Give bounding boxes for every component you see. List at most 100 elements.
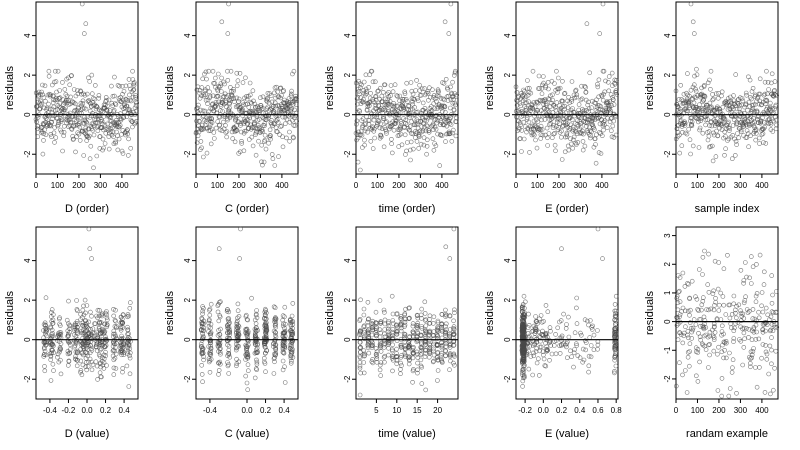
data-point xyxy=(83,350,88,355)
data-point xyxy=(268,133,274,138)
data-point xyxy=(394,108,400,113)
data-point xyxy=(68,119,74,125)
data-point xyxy=(560,79,565,84)
data-point xyxy=(715,388,721,393)
data-point xyxy=(195,105,200,111)
data-point xyxy=(384,131,389,136)
data-point xyxy=(594,116,600,121)
data-point xyxy=(366,350,372,356)
data-point xyxy=(117,83,122,89)
y-tick-label: -2 xyxy=(23,375,32,383)
data-point xyxy=(443,307,448,313)
y-tick-label: 2 xyxy=(663,261,672,266)
data-point xyxy=(262,123,267,128)
data-point xyxy=(85,91,90,97)
data-point xyxy=(723,134,728,139)
data-point xyxy=(675,134,681,139)
data-point xyxy=(104,309,109,314)
data-point xyxy=(270,156,276,161)
data-point xyxy=(231,96,237,101)
data-point xyxy=(685,328,691,334)
data-point xyxy=(693,88,699,94)
data-point xyxy=(420,128,426,134)
data-point xyxy=(57,347,63,353)
data-point xyxy=(718,317,724,322)
data-point xyxy=(763,305,769,311)
y-axis-label: residuals xyxy=(4,290,16,335)
data-point xyxy=(120,320,125,326)
y-tick-label: 4 xyxy=(343,258,352,263)
data-point xyxy=(561,119,567,125)
data-point xyxy=(703,117,709,123)
data-point xyxy=(426,128,432,133)
data-point xyxy=(134,108,139,114)
data-point xyxy=(393,118,399,123)
data-point xyxy=(378,373,384,378)
data-point xyxy=(742,336,747,342)
data-point xyxy=(281,321,286,327)
data-point xyxy=(200,379,205,385)
data-point xyxy=(46,68,52,74)
data-point xyxy=(592,127,597,132)
data-point xyxy=(240,107,245,112)
data-point xyxy=(80,340,85,346)
data-point xyxy=(536,334,542,339)
data-point xyxy=(388,93,393,98)
points xyxy=(357,226,457,398)
data-point xyxy=(119,350,125,355)
y-axis-label: residuals xyxy=(644,65,656,110)
data-point xyxy=(706,289,712,295)
data-point xyxy=(764,98,770,104)
data-point xyxy=(583,89,589,95)
data-point xyxy=(688,1,694,7)
data-point xyxy=(377,362,383,368)
data-point xyxy=(111,357,117,363)
data-point xyxy=(81,153,86,158)
data-point xyxy=(104,322,110,327)
data-point xyxy=(675,103,681,109)
data-point xyxy=(118,342,124,347)
data-point xyxy=(104,108,110,113)
data-point xyxy=(101,331,107,337)
data-point xyxy=(767,343,773,349)
data-point xyxy=(213,75,218,81)
data-point xyxy=(431,101,437,106)
data-point xyxy=(603,78,608,84)
data-point xyxy=(747,77,753,83)
data-point xyxy=(738,127,744,133)
data-point xyxy=(549,351,555,357)
data-point xyxy=(682,368,688,373)
data-point xyxy=(282,304,288,310)
data-point xyxy=(89,332,95,338)
data-point xyxy=(360,99,366,105)
data-point xyxy=(685,354,691,360)
data-point xyxy=(219,89,224,94)
data-point xyxy=(430,136,436,141)
data-point xyxy=(553,351,559,357)
data-point xyxy=(700,254,706,260)
data-point xyxy=(727,386,733,391)
data-point xyxy=(215,303,221,308)
data-point xyxy=(699,85,704,91)
data-point xyxy=(118,348,123,354)
data-point xyxy=(68,94,73,100)
data-point xyxy=(43,295,49,301)
data-point xyxy=(527,150,532,155)
data-point xyxy=(42,345,47,350)
data-point xyxy=(113,318,118,324)
data-point xyxy=(83,332,89,337)
data-point xyxy=(419,306,425,312)
data-point xyxy=(555,115,561,121)
data-point xyxy=(128,146,133,151)
data-point xyxy=(519,128,525,133)
data-point xyxy=(200,308,205,314)
data-point xyxy=(220,109,225,114)
data-point xyxy=(125,327,131,333)
data-point xyxy=(700,98,706,103)
data-point xyxy=(382,125,387,130)
data-point xyxy=(253,152,259,158)
data-point xyxy=(128,86,133,92)
data-point xyxy=(431,352,437,358)
data-point xyxy=(699,307,704,313)
